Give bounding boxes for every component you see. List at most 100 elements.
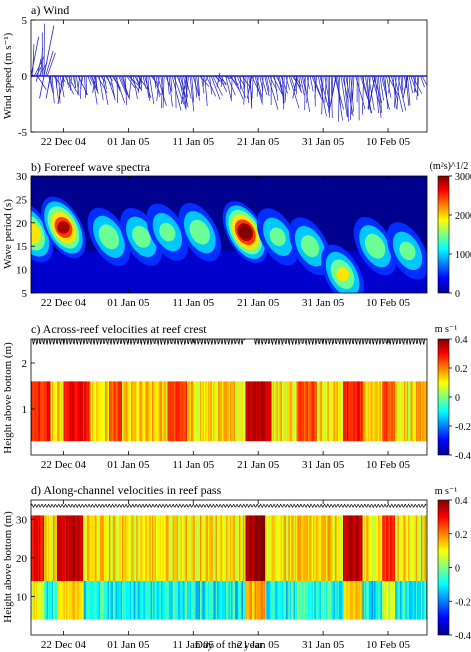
velocity-stripe <box>371 515 374 581</box>
velocity-stripe <box>112 381 115 442</box>
velocity-stripe <box>151 515 154 581</box>
x-tick-label: 22 Dec 04 <box>41 639 87 651</box>
velocity-stripe <box>337 381 340 442</box>
velocity-stripe <box>406 381 409 442</box>
velocity-stripe <box>354 581 357 620</box>
wind-stick <box>345 75 354 117</box>
velocity-stripe <box>252 381 254 442</box>
velocity-stripe <box>103 381 106 442</box>
velocity-stripe <box>417 515 419 581</box>
velocity-stripe <box>228 581 231 620</box>
wind-stick <box>388 75 391 94</box>
velocity-stripe <box>414 581 417 620</box>
velocity-stripe <box>261 515 263 581</box>
velocity-stripe <box>194 581 197 620</box>
velocity-stripe <box>60 515 63 581</box>
velocity-stripe <box>278 581 280 620</box>
velocity-stripe <box>181 515 184 581</box>
panel-b-plot-area <box>31 176 427 293</box>
wind-stick <box>212 75 223 96</box>
x-axis-label: Day of the year <box>195 639 263 651</box>
velocity-stripe <box>92 581 94 620</box>
velocity-stripe <box>123 381 125 442</box>
wind-stick <box>338 75 340 122</box>
velocity-stripe <box>94 381 97 442</box>
velocity-stripe <box>153 515 155 581</box>
velocity-stripe <box>158 581 161 620</box>
velocity-stripe <box>49 581 51 620</box>
velocity-stripe <box>115 515 118 581</box>
velocity-stripe <box>153 381 155 442</box>
velocity-stripe <box>193 515 196 581</box>
velocity-stripe <box>106 381 109 442</box>
y-tick-label: 2 <box>22 358 28 370</box>
velocity-stripe <box>239 381 241 442</box>
velocity-stripe <box>392 381 395 442</box>
velocity-stripe <box>76 381 79 442</box>
velocity-stripe <box>141 581 144 620</box>
velocity-stripe <box>46 515 49 581</box>
spectra-contour <box>399 241 416 261</box>
velocity-stripe <box>53 515 55 581</box>
wind-stick <box>360 75 369 100</box>
colorbar-tick-label: 3000 <box>455 172 471 183</box>
velocity-stripe <box>62 381 64 442</box>
velocity-stripe <box>96 515 98 581</box>
velocity-stripe <box>418 581 421 620</box>
x-tick-label: 21 Jan 05 <box>237 639 280 651</box>
velocity-stripe <box>168 381 171 442</box>
velocity-stripe <box>272 381 275 442</box>
velocity-stripe <box>193 381 196 442</box>
velocity-stripe <box>396 381 398 442</box>
velocity-stripe <box>322 581 324 620</box>
velocity-stripe <box>314 515 317 581</box>
velocity-stripe <box>298 581 301 620</box>
wind-stick <box>84 75 86 99</box>
velocity-stripe <box>239 515 241 581</box>
wind-stick <box>313 75 322 97</box>
wind-stick <box>168 75 173 107</box>
velocity-stripe <box>281 581 284 620</box>
wind-stick <box>403 75 407 89</box>
velocity-stripe <box>161 515 163 581</box>
velocity-stripe <box>397 581 400 620</box>
velocity-stripe <box>229 381 232 442</box>
panel-b-colorbar <box>437 175 450 294</box>
spectra-contour <box>57 221 70 234</box>
velocity-stripe <box>58 515 60 581</box>
velocity-stripe <box>32 381 34 442</box>
velocity-stripe <box>417 381 419 442</box>
velocity-stripe <box>396 581 398 620</box>
velocity-stripe <box>181 581 184 620</box>
y-tick-label: 5 <box>22 15 28 27</box>
x-tick-label: 21 Jan 05 <box>237 459 280 471</box>
velocity-stripe <box>266 581 268 620</box>
wind-stick <box>53 75 63 87</box>
velocity-stripe <box>382 581 384 620</box>
velocity-stripe <box>166 515 168 581</box>
velocity-stripe <box>379 515 382 581</box>
velocity-stripe <box>215 381 218 442</box>
velocity-stripe <box>246 381 249 442</box>
water-surface-line <box>31 503 427 509</box>
velocity-stripe <box>41 581 44 620</box>
panel-b-ylabel: Wave period (s) <box>2 199 14 269</box>
velocity-stripe <box>179 581 181 620</box>
velocity-stripe <box>41 515 44 581</box>
spectra-contour <box>269 227 286 247</box>
velocity-stripe <box>246 515 249 581</box>
velocity-stripe <box>305 515 307 581</box>
velocity-stripe <box>170 515 172 581</box>
velocity-stripe <box>138 381 141 442</box>
wind-stick <box>202 75 205 87</box>
wind-stick <box>293 75 298 93</box>
velocity-stripe <box>111 581 114 620</box>
velocity-stripe <box>172 381 175 442</box>
wind-stick <box>414 75 416 93</box>
velocity-stripe <box>255 515 258 581</box>
velocity-stripe <box>370 515 372 581</box>
velocity-stripe <box>323 381 326 442</box>
wind-stick <box>147 75 150 101</box>
wind-stick <box>175 75 177 108</box>
velocity-stripe <box>131 581 133 620</box>
